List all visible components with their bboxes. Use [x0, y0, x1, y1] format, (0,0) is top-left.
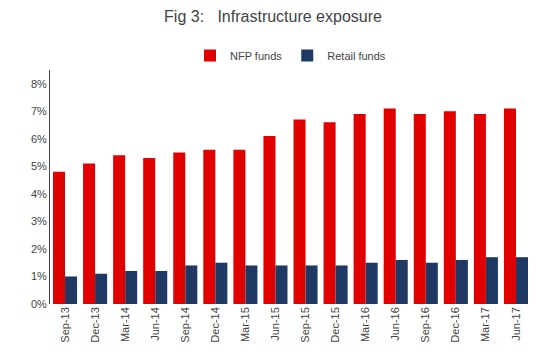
svg-text:5%: 5%	[31, 160, 47, 172]
svg-text:6%: 6%	[31, 133, 47, 145]
svg-text:Retail funds: Retail funds	[327, 50, 386, 62]
svg-text:4%: 4%	[31, 188, 47, 200]
svg-text:Jun-17: Jun-17	[510, 307, 522, 341]
svg-text:Dec-15: Dec-15	[329, 307, 341, 342]
svg-text:NFP funds: NFP funds	[230, 50, 282, 62]
svg-text:Sep-13: Sep-13	[59, 307, 71, 342]
svg-text:8%: 8%	[31, 78, 47, 90]
svg-text:Mar-15: Mar-15	[239, 307, 251, 342]
svg-text:Mar-17: Mar-17	[479, 307, 491, 342]
svg-text:0%: 0%	[31, 298, 47, 310]
svg-text:Dec-13: Dec-13	[89, 307, 101, 342]
svg-text:Sep-16: Sep-16	[419, 307, 431, 342]
svg-text:7%: 7%	[31, 105, 47, 117]
svg-text:Fig 3: Infrastructure exposu: Fig 3: Infrastructure exposure	[164, 8, 382, 25]
svg-text:1%: 1%	[31, 270, 47, 282]
svg-text:Sep-14: Sep-14	[179, 307, 191, 342]
svg-text:Mar-16: Mar-16	[359, 307, 371, 342]
svg-text:Dec-14: Dec-14	[209, 307, 221, 342]
svg-text:Mar-14: Mar-14	[119, 307, 131, 342]
svg-text:3%: 3%	[31, 215, 47, 227]
svg-text:Sep-15: Sep-15	[299, 307, 311, 342]
svg-text:Dec-16: Dec-16	[449, 307, 461, 342]
svg-text:Jun-16: Jun-16	[389, 307, 401, 341]
svg-text:2%: 2%	[31, 243, 47, 255]
svg-text:Jun-15: Jun-15	[269, 307, 281, 341]
svg-text:Jun-14: Jun-14	[149, 307, 161, 341]
